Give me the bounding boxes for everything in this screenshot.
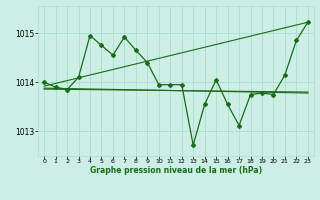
X-axis label: Graphe pression niveau de la mer (hPa): Graphe pression niveau de la mer (hPa) <box>90 166 262 175</box>
